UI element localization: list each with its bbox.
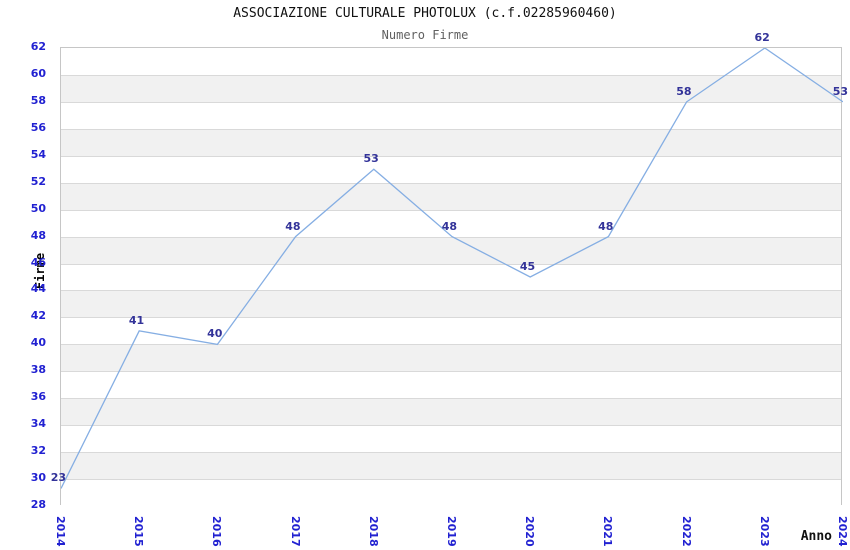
gridline — [61, 209, 841, 211]
x-axis-title: Anno — [800, 529, 832, 544]
line-series — [61, 48, 843, 489]
point-value-label: 48 — [285, 219, 301, 233]
y-tick-label: 56 — [30, 120, 46, 134]
y-tick-label: 42 — [30, 309, 46, 323]
series-polyline — [61, 48, 843, 489]
y-tick-label: 52 — [30, 174, 46, 188]
y-tick-label: 48 — [30, 228, 46, 242]
y-tick-label: 34 — [30, 417, 46, 431]
y-tick-label: 38 — [30, 363, 46, 377]
y-tick-label: 54 — [30, 147, 46, 161]
x-tick-label: 2024 — [836, 516, 849, 547]
plot-band — [61, 425, 841, 453]
plot-band — [61, 479, 841, 506]
y-tick-label: 46 — [30, 255, 46, 269]
x-tick-label: 2015 — [132, 516, 146, 547]
gridline — [61, 371, 841, 373]
point-value-label: 23 — [50, 471, 66, 485]
gridline — [61, 317, 841, 319]
y-tick-label: 28 — [30, 498, 46, 511]
x-tick-label: 2021 — [601, 516, 615, 547]
gridline — [61, 263, 841, 265]
x-tick-label: 2022 — [679, 516, 693, 547]
point-value-label: 45 — [519, 260, 536, 273]
y-tick-label: 36 — [30, 390, 46, 404]
chart-subtitle: Numero Firme — [381, 28, 469, 42]
plot-band — [61, 48, 841, 75]
chart-title: ASSOCIAZIONE CULTURALE PHOTOLUX (c.f.022… — [233, 6, 617, 21]
plot-band — [61, 209, 841, 237]
plot-band — [61, 263, 841, 291]
y-tick-label: 30 — [30, 471, 46, 485]
x-tick-label: 2016 — [210, 516, 224, 547]
plot-band — [61, 290, 841, 318]
plot-band — [61, 182, 841, 210]
y-tick-label: 44 — [30, 282, 46, 296]
point-value-label: 41 — [128, 313, 145, 327]
x-tick-label: 2017 — [288, 516, 302, 547]
y-tick-label: 50 — [30, 201, 46, 215]
point-value-label: 62 — [754, 31, 770, 44]
y-tick-label: 60 — [30, 66, 46, 80]
y-tick-label: 40 — [30, 336, 46, 350]
point-value-label: 53 — [363, 152, 379, 166]
y-tick-label: 58 — [30, 93, 46, 107]
gridline — [61, 182, 841, 184]
gridline — [61, 74, 841, 76]
plot-band — [61, 74, 841, 102]
plot-band — [61, 128, 841, 156]
plot-band — [61, 101, 841, 129]
plot-band — [61, 371, 841, 399]
plot-band — [61, 344, 841, 372]
gridline — [61, 101, 841, 103]
x-tick-label: 2018 — [366, 516, 380, 547]
plot-band — [61, 452, 841, 480]
plot-band — [61, 398, 841, 426]
x-tick-label: 2019 — [445, 516, 458, 547]
gridline — [61, 425, 841, 427]
point-value-label: 48 — [441, 219, 457, 233]
point-value-label: 58 — [676, 84, 692, 98]
point-value-label: 48 — [598, 219, 614, 233]
gridline — [61, 155, 841, 157]
y-tick-label: 32 — [30, 444, 46, 458]
y-tick-label: 62 — [30, 40, 46, 53]
plot-area — [60, 47, 843, 506]
plot-band — [61, 236, 841, 264]
gridline — [61, 344, 841, 346]
x-tick-label: 2014 — [54, 516, 67, 547]
x-tick-label: 2020 — [523, 516, 537, 547]
point-value-label: 40 — [207, 327, 223, 341]
gridline — [61, 128, 841, 130]
gridline — [61, 290, 841, 292]
gridline — [61, 398, 841, 400]
gridline — [61, 452, 841, 454]
point-value-label: 53 — [832, 84, 848, 98]
gridline — [61, 236, 841, 238]
gridline — [61, 479, 841, 481]
plot-band — [61, 155, 841, 183]
